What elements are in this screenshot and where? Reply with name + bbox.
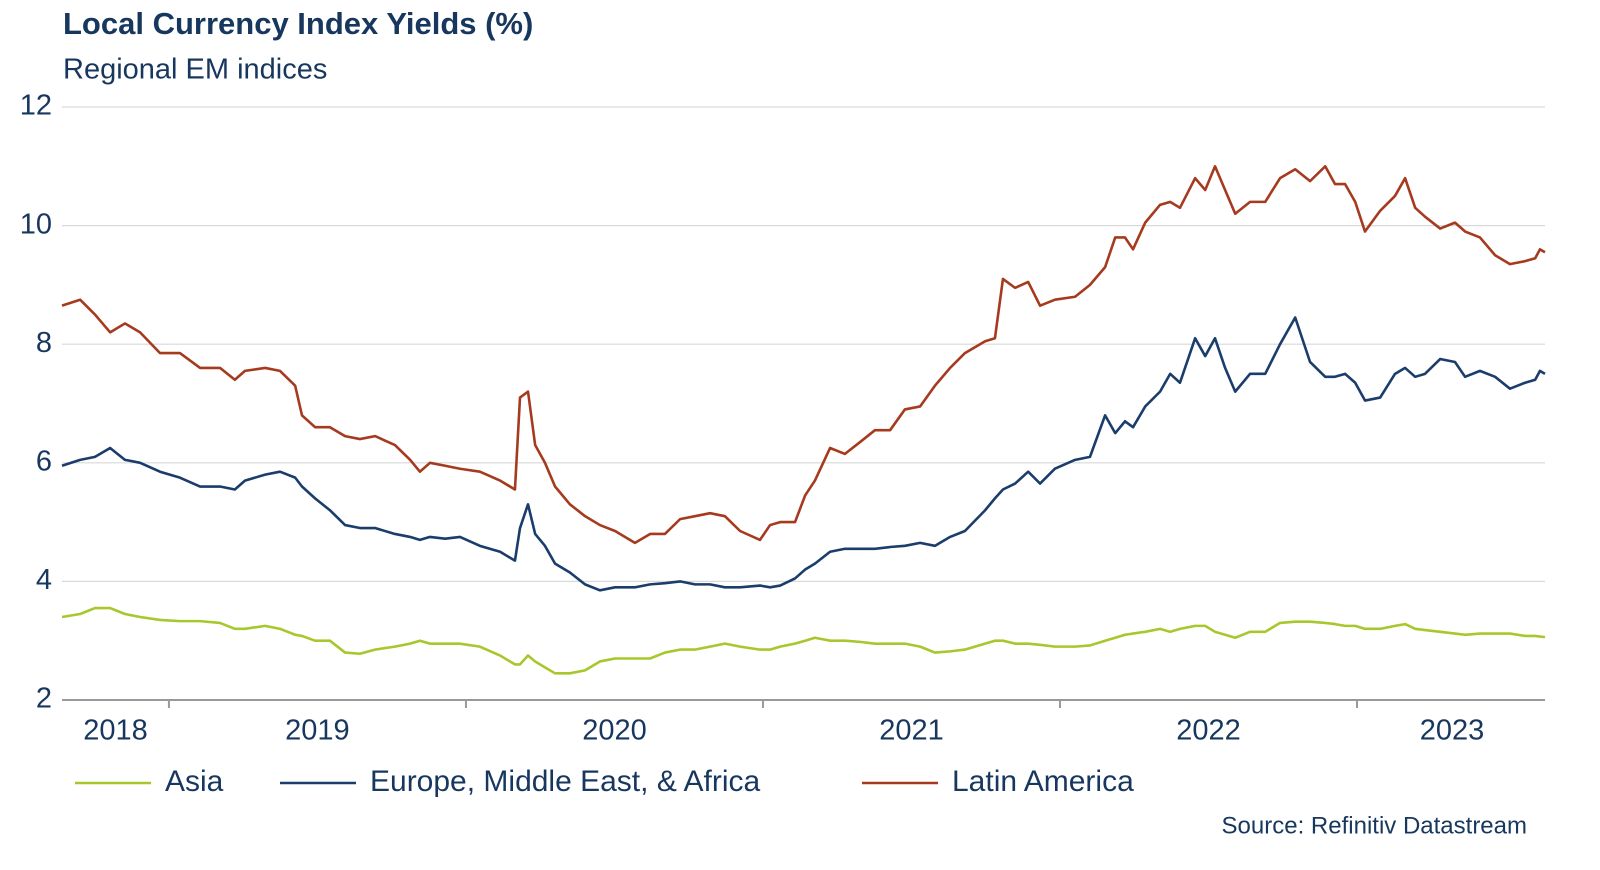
y-tick-label: 8 (36, 327, 52, 359)
y-tick-label: 2 (36, 683, 52, 715)
x-tick-label: 2021 (879, 715, 944, 747)
series-line (61, 165, 1546, 545)
x-tick-label: 2020 (582, 715, 647, 747)
x-tick-label: 2023 (1420, 715, 1485, 747)
legend-label: Europe, Middle East, & Africa (370, 765, 761, 798)
chart-title: Local Currency Index Yields (%) (63, 6, 533, 41)
chart-subtitle: Regional EM indices (63, 54, 327, 86)
y-tick-label: 10 (20, 208, 52, 240)
source-note: Source: Refinitiv Datastream (1222, 812, 1527, 839)
y-tick-label: 6 (36, 445, 52, 477)
series-line (61, 606, 1546, 675)
y-tick-label: 4 (36, 564, 52, 596)
x-tick-label: 2022 (1176, 715, 1241, 747)
legend-label: Latin America (952, 765, 1134, 798)
legend-label: Asia (165, 765, 224, 798)
x-tick-label: 2018 (83, 715, 148, 747)
series-line (61, 316, 1546, 592)
x-tick-label: 2019 (285, 715, 350, 747)
y-tick-label: 12 (20, 90, 52, 122)
